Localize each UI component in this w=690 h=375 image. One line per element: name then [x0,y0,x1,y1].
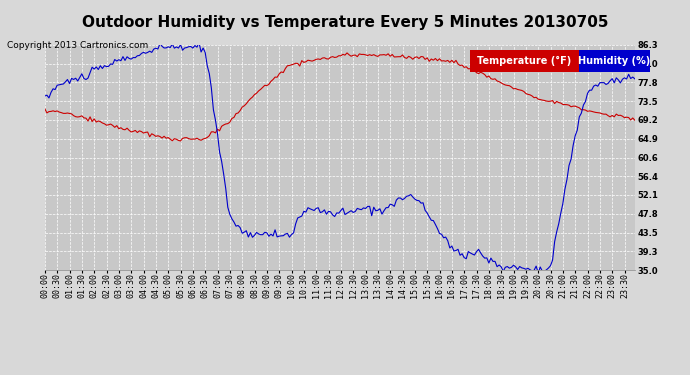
Text: Temperature (°F): Temperature (°F) [477,56,571,66]
Text: Copyright 2013 Cartronics.com: Copyright 2013 Cartronics.com [7,41,148,50]
Text: Outdoor Humidity vs Temperature Every 5 Minutes 20130705: Outdoor Humidity vs Temperature Every 5 … [81,15,609,30]
Text: Humidity (%): Humidity (%) [578,56,650,66]
FancyBboxPatch shape [579,50,649,72]
FancyBboxPatch shape [470,50,579,72]
